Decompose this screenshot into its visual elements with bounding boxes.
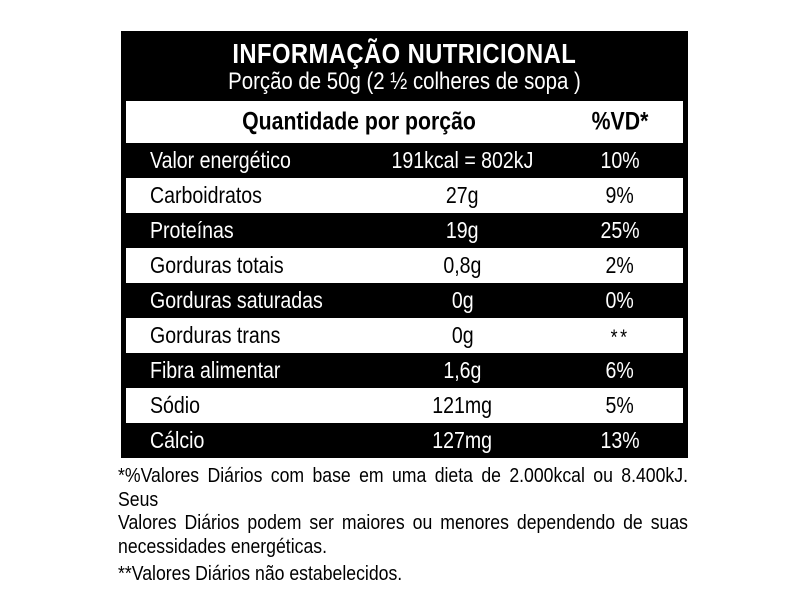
nutrient-dv: 5% [605, 392, 635, 418]
label-header: INFORMAÇÃO NUTRICIONAL Porção de 50g (2 … [126, 31, 683, 101]
column-header-dv: %VD* [591, 107, 649, 136]
label-title: INFORMAÇÃO NUTRICIONAL [232, 38, 577, 69]
nutrient-dv: 0% [605, 287, 635, 313]
nutrient-row: Valor energético 191kcal = 802kJ 10% [126, 143, 683, 178]
footnote-not-established: **Valores Diários não estabelecidos. [118, 562, 403, 585]
nutrient-row: Gorduras totais 0,8g 2% [126, 248, 683, 283]
footnotes: *%Valores Diários com base em uma dieta … [118, 464, 688, 586]
nutrient-name: Proteínas [150, 217, 234, 243]
nutrient-amount: 127mg [432, 427, 493, 453]
nutrient-row: Cálcio 127mg 13% [126, 423, 683, 458]
footnote-daily-values-line2: Valores Diários podem ser maiores ou men… [118, 511, 688, 534]
nutrient-dv: 13% [600, 427, 640, 453]
nutrient-amount: 1,6g [443, 357, 482, 383]
nutrient-name: Gorduras totais [150, 252, 284, 278]
nutrient-name: Gorduras saturadas [150, 287, 323, 313]
nutrient-dv: 25% [600, 217, 640, 243]
nutrient-name: Valor energético [150, 147, 291, 173]
footnote-daily-values-line1: *%Valores Diários com base em uma dieta … [118, 464, 688, 511]
nutrient-amount: 0g [451, 287, 474, 313]
nutrient-amount: 27g [446, 182, 479, 208]
nutrient-amount: 19g [446, 217, 479, 243]
nutrient-dv: 2% [605, 252, 635, 278]
nutrient-row: Proteínas 19g 25% [126, 213, 683, 248]
nutrient-dv: ** [610, 325, 630, 349]
nutrient-dv: 10% [600, 147, 640, 173]
nutrient-row: Fibra alimentar 1,6g 6% [126, 353, 683, 388]
nutrient-amount: 0,8g [443, 252, 482, 278]
nutrient-rows: Valor energético 191kcal = 802kJ 10% Car… [126, 143, 683, 458]
nutrient-dv: 6% [605, 357, 635, 383]
column-header-band: Quantidade por porção %VD* [126, 101, 683, 143]
nutrient-name: Gorduras trans [150, 322, 281, 348]
nutrient-row: Gorduras trans 0g ** [126, 318, 683, 353]
nutrient-amount: 0g [451, 322, 474, 348]
nutrient-name: Fibra alimentar [150, 357, 281, 383]
nutrient-name: Carboidratos [150, 182, 262, 208]
column-header-quantity: Quantidade por porção [242, 107, 476, 136]
nutrient-dv: 9% [605, 182, 635, 208]
nutrient-name: Sódio [150, 392, 201, 418]
footnote-daily-values-line3: necessidades energéticas. [118, 534, 328, 558]
nutrition-label: INFORMAÇÃO NUTRICIONAL Porção de 50g (2 … [121, 31, 688, 458]
nutrient-amount: 191kcal = 802kJ [391, 147, 534, 173]
nutrient-row: Carboidratos 27g 9% [126, 178, 683, 213]
nutrient-row: Sódio 121mg 5% [126, 388, 683, 423]
portion-size: Porção de 50g (2 ½ colheres de sopa ) [228, 68, 581, 95]
nutrient-row: Gorduras saturadas 0g 0% [126, 283, 683, 318]
nutrient-name: Cálcio [150, 427, 205, 453]
nutrient-amount: 121mg [432, 392, 493, 418]
